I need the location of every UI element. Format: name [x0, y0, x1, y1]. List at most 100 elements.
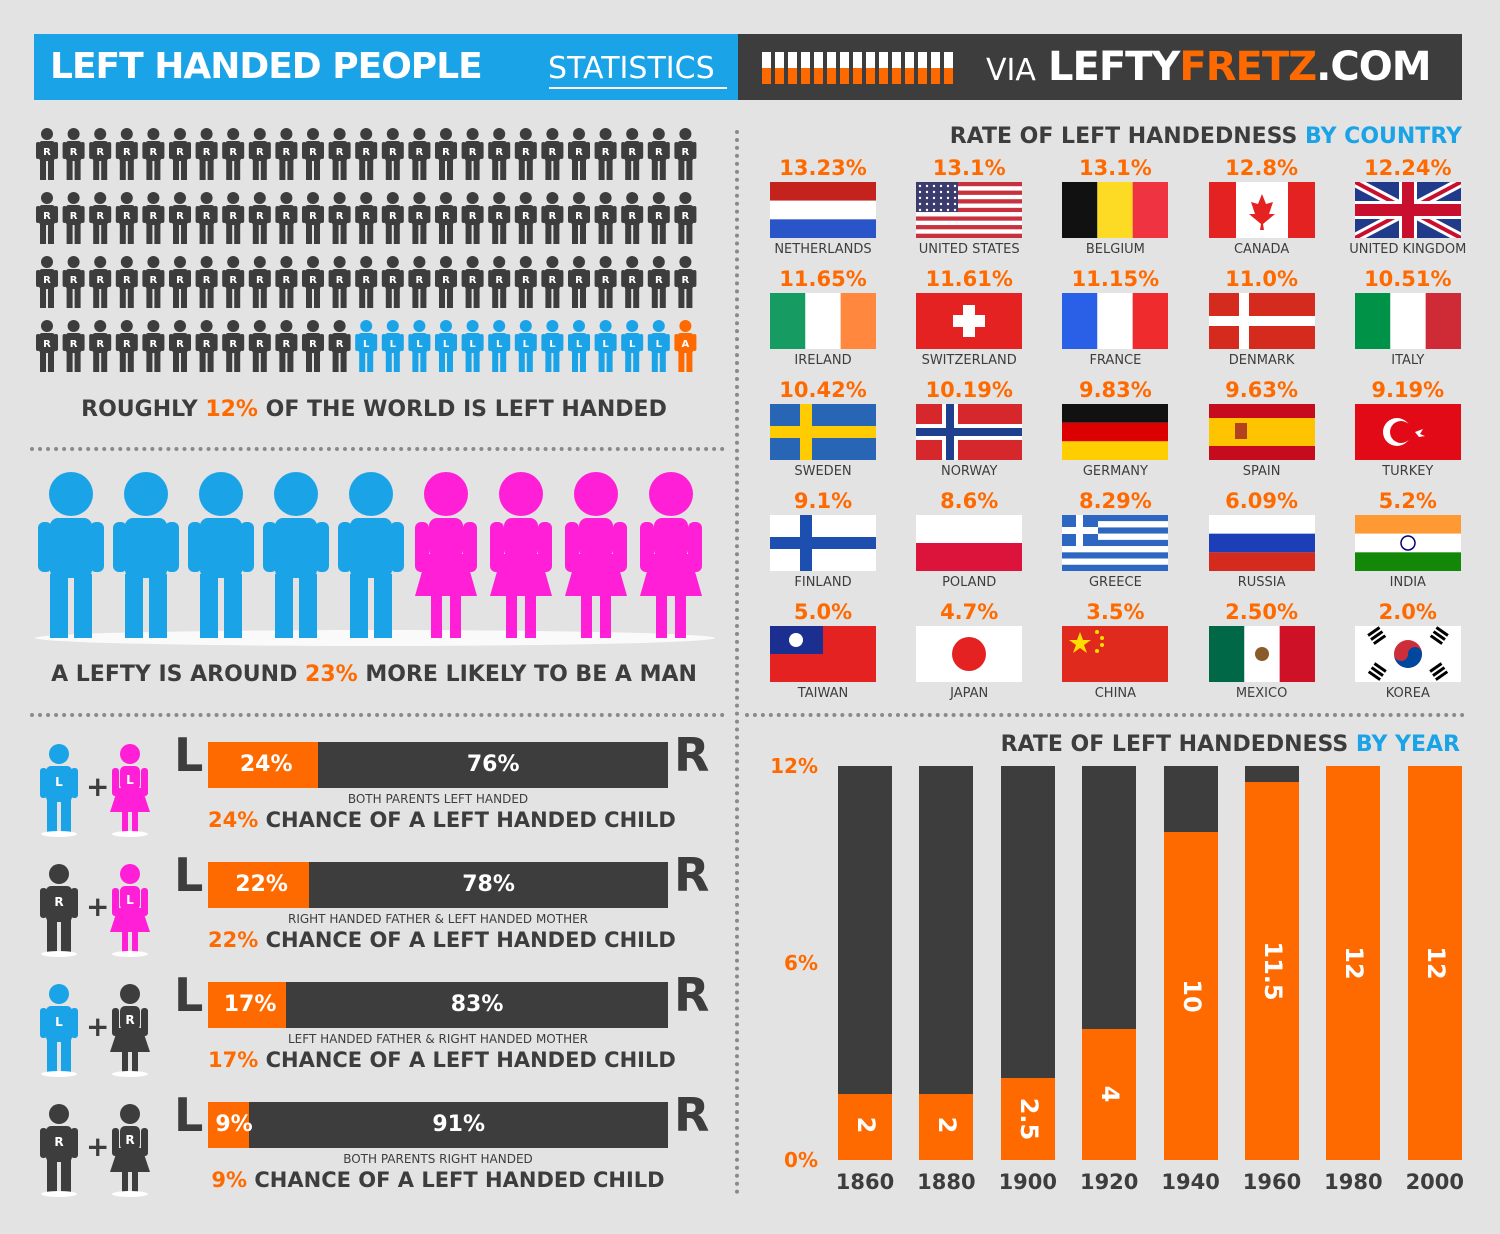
right-handed-figure-icon: R: [302, 256, 324, 308]
country-rate: 11.15%: [1071, 267, 1160, 291]
right-handed-figure-icon: R: [89, 192, 112, 244]
figure-letter: R: [416, 275, 424, 286]
country-rate: 9.1%: [793, 489, 853, 513]
father-figure-icon: L: [40, 744, 78, 832]
header-title-banner: LEFT HANDED PEOPLE STATISTICS: [34, 34, 738, 100]
figure-letter: R: [522, 211, 530, 222]
gender-caption-pre: A LEFTY IS AROUND: [51, 662, 298, 687]
country-name: ITALY: [1391, 353, 1425, 368]
chance-percent: 17%: [208, 1048, 259, 1072]
right-handed-figure-icon: R: [541, 192, 564, 244]
right-handed-figure-icon: R: [328, 256, 351, 308]
right-handed-figure-icon: R: [195, 256, 218, 308]
plus-icon: +: [86, 890, 110, 923]
bar-value-label: 2: [933, 1116, 962, 1134]
figure-letter: R: [309, 147, 317, 158]
country-rate: 5.2%: [1378, 489, 1437, 513]
father-figure-icon: R: [40, 864, 78, 952]
figure-letter: R: [362, 147, 370, 158]
parent-description: BOTH PARENTS LEFT HANDED: [347, 792, 529, 806]
country-rate: 4.7%: [940, 600, 999, 624]
figure-letter: R: [682, 147, 690, 158]
right-handed-figure-icon: R: [647, 128, 670, 180]
right-handed-figure-icon: R: [222, 128, 245, 180]
es-flag-icon: [1208, 404, 1315, 460]
stripe: [892, 52, 901, 84]
country-rate: 9.83%: [1078, 378, 1152, 402]
figure-letter: L: [416, 339, 423, 350]
brand-logo[interactable]: LEFTYFRETZ.COM: [1048, 44, 1432, 90]
y-tick-label: 0%: [784, 1148, 818, 1172]
figure-letter: R: [229, 211, 237, 222]
x-category-label: 1860: [835, 1170, 895, 1194]
right-handed-figure-icon: R: [541, 256, 564, 308]
country-cell: 13.1% BELGIUM: [1045, 156, 1185, 264]
stripe: [879, 52, 888, 84]
right-handed-figure-icon: R: [115, 128, 138, 180]
stripe-fill: [762, 68, 771, 84]
svg-text:R: R: [125, 1133, 134, 1147]
country-cell: 10.42% SWEDEN: [753, 378, 893, 486]
svg-text:L: L: [126, 773, 134, 787]
plus-icon: +: [86, 1130, 110, 1163]
country-cell: 5.2% INDIA: [1338, 489, 1478, 597]
stripe: [775, 52, 784, 84]
country-cell: 9.19% TURKEY: [1338, 378, 1478, 486]
bar-value-label: 2.5: [1014, 1097, 1043, 1141]
country-name: FRANCE: [1089, 353, 1142, 368]
mother-figure-icon: L: [110, 744, 150, 832]
year-title-post: BY YEAR: [1355, 732, 1460, 757]
figure-letter: R: [256, 275, 264, 286]
pl-flag-icon: [916, 515, 1023, 571]
country-rate: 8.29%: [1078, 489, 1152, 513]
figure-letter: R: [442, 147, 450, 158]
chance-text: CHANCE OF A LEFT HANDED CHILD: [258, 928, 676, 952]
header-brand-banner: VIA LEFTYFRETZ.COM: [738, 34, 1462, 100]
figure-letter: R: [150, 339, 158, 350]
stripe: [853, 52, 862, 84]
de-flag-icon: [1062, 404, 1169, 460]
right-handed-figure-icon: R: [408, 192, 431, 244]
figure-letter: R: [336, 211, 344, 222]
x-category-label: 1960: [1242, 1170, 1302, 1194]
figure-letter: R: [469, 275, 477, 286]
right-handed-figure-icon: R: [142, 320, 165, 372]
chance-percent: 24%: [208, 808, 259, 832]
figure-letter: R: [70, 275, 78, 286]
figure-letter: R: [655, 211, 663, 222]
right-handed-figure-icon: R: [302, 128, 324, 180]
country-cell: 9.63% SPAIN: [1192, 378, 1332, 486]
tr-flag-icon: [1354, 404, 1461, 460]
right-handed-figure-icon: R: [461, 128, 484, 180]
chance-percent: 22%: [208, 928, 259, 952]
right-handed-figure-icon: R: [195, 128, 218, 180]
bar-value-label: 10: [1177, 979, 1206, 1013]
year-bar: [1163, 831, 1218, 1160]
year-title-pre: RATE OF LEFT HANDEDNESS: [1000, 732, 1349, 757]
figure-letter: R: [362, 275, 370, 286]
year-bar: [1000, 1077, 1055, 1160]
country-cell: 10.51% ITALY: [1338, 267, 1478, 375]
right-handed-figure-icon: R: [222, 256, 245, 308]
right-handed-figure-icon: R: [647, 192, 670, 244]
se-flag-icon: [770, 404, 876, 460]
right-handed-figure-icon: R: [115, 192, 138, 244]
brand-part-1: LEFTY: [1048, 44, 1180, 90]
figure-letter: R: [628, 147, 636, 158]
left-percent: 9%: [215, 1112, 253, 1137]
probability-bar-fill: [208, 1102, 250, 1148]
country-name: POLAND: [942, 575, 997, 590]
right-handed-figure-icon: R: [488, 256, 511, 308]
country-name: KOREA: [1385, 686, 1430, 701]
right-handed-figure-icon: R: [115, 320, 138, 372]
country-name: CANADA: [1233, 242, 1290, 257]
country-cell: 8.29% GREECE: [1045, 489, 1185, 597]
right-handed-figure-icon: R: [435, 192, 457, 244]
divider-left-2: [30, 713, 725, 717]
country-cell: 2.50% MEXICO: [1192, 600, 1332, 708]
figure-letter: R: [389, 211, 397, 222]
woman-figure-icon: [490, 472, 552, 638]
decorative-stripes: [762, 52, 958, 84]
left-handed-figure-icon: L: [435, 320, 457, 372]
